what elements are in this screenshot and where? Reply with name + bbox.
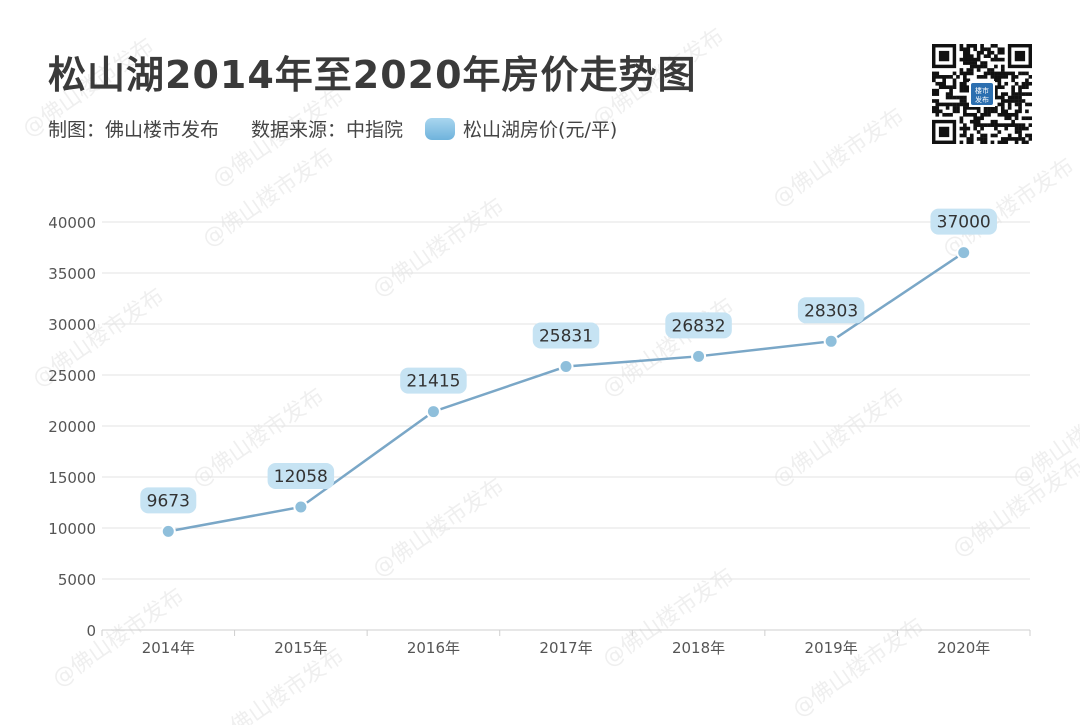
- y-tick-label: 5000: [58, 571, 96, 589]
- data-point: [427, 405, 440, 418]
- data-point: [692, 350, 705, 363]
- series-line: [168, 253, 963, 532]
- y-tick-label: 30000: [48, 316, 96, 334]
- y-tick-label: 15000: [48, 469, 96, 487]
- data-label-group: 9673: [140, 487, 196, 513]
- data-label: 37000: [937, 213, 991, 233]
- data-label: 21415: [406, 372, 460, 392]
- data-label-group: 12058: [268, 463, 335, 489]
- data-point: [560, 360, 573, 373]
- y-tick-label: 40000: [48, 214, 96, 232]
- x-tick-label: 2018年: [672, 639, 725, 657]
- data-label-group: 26832: [665, 312, 732, 338]
- x-tick-label: 2017年: [539, 639, 592, 657]
- y-tick-label: 25000: [48, 367, 96, 385]
- data-point: [825, 335, 838, 348]
- y-tick-label: 20000: [48, 418, 96, 436]
- axis-layer: 0 5000 10000 15000 20000 25000 30000 35000 40000…: [48, 214, 1030, 657]
- y-tick-label: 10000: [48, 520, 96, 538]
- data-label: 28303: [804, 301, 858, 321]
- x-tick-label: 2015年: [274, 639, 327, 657]
- data-point: [294, 501, 307, 514]
- data-label: 26832: [672, 316, 726, 336]
- data-point: [162, 525, 175, 538]
- data-label: 25831: [539, 327, 593, 347]
- x-tick-label: 2016年: [407, 639, 460, 657]
- data-label-group: 28303: [798, 297, 865, 323]
- data-point: [957, 246, 970, 259]
- data-label-group: 37000: [930, 209, 997, 235]
- data-label: 12058: [274, 467, 328, 487]
- grid-layer: [102, 222, 1030, 630]
- x-tick-label: 2014年: [142, 639, 195, 657]
- y-tick-label: 0: [86, 622, 96, 640]
- y-tick-label: 35000: [48, 265, 96, 283]
- x-tick-label: 2020年: [937, 639, 990, 657]
- data-label: 9673: [147, 491, 190, 511]
- line-chart: 0 5000 10000 15000 20000 25000 30000 35000 40000…: [0, 0, 1080, 725]
- data-label-group: 25831: [533, 323, 600, 349]
- point-layer: [162, 246, 970, 538]
- line-layer: [168, 253, 963, 532]
- x-tick-label: 2019年: [805, 639, 858, 657]
- data-label-group: 21415: [400, 368, 467, 394]
